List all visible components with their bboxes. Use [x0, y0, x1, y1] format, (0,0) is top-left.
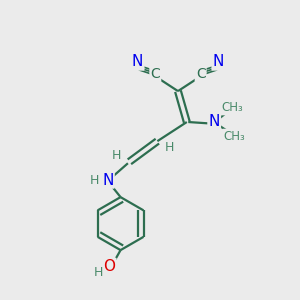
Text: N: N: [132, 55, 143, 70]
Text: N: N: [208, 114, 220, 129]
Text: CH₃: CH₃: [223, 130, 245, 143]
Text: C: C: [150, 67, 160, 81]
Text: H: H: [165, 141, 174, 154]
Text: H: H: [112, 149, 121, 162]
Text: CH₃: CH₃: [222, 101, 243, 114]
Text: H: H: [90, 173, 99, 187]
Text: H: H: [94, 266, 103, 279]
Text: N: N: [102, 172, 114, 188]
Text: O: O: [103, 259, 116, 274]
Text: C: C: [196, 67, 206, 81]
Text: N: N: [213, 55, 224, 70]
